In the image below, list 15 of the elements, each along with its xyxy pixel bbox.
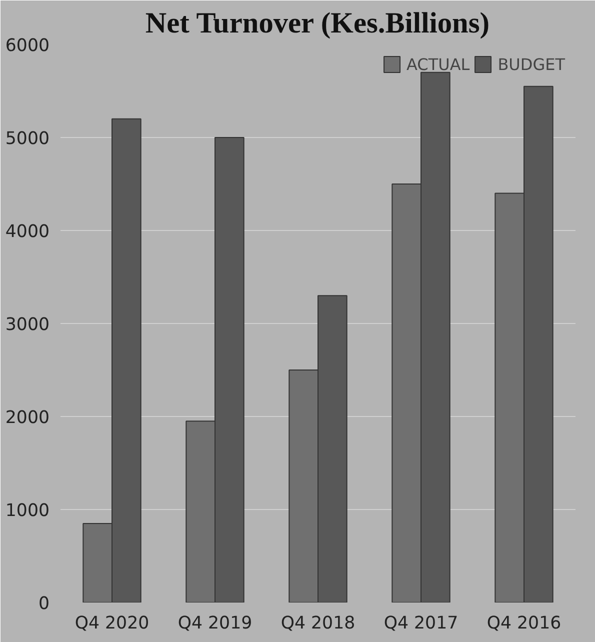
x-tick-label: Q4 2016 <box>486 614 562 634</box>
y-tick-label: 1000 <box>5 501 50 521</box>
legend-label: BUDGET <box>498 54 565 74</box>
y-tick-label: 5000 <box>5 129 50 149</box>
legend-label: ACTUAL <box>406 54 470 74</box>
y-tick-label: 3000 <box>5 315 50 335</box>
x-tick-label: Q4 2017 <box>384 614 458 634</box>
y-tick-label: 2000 <box>5 408 50 428</box>
x-tick-label: Q4 2019 <box>178 614 252 634</box>
x-tick-label: Q4 2018 <box>280 614 356 634</box>
y-tick-label: 6000 <box>5 36 50 56</box>
x-tick-label: Q4 2020 <box>74 614 150 634</box>
y-tick-label: 4000 <box>5 222 50 242</box>
chart-title: Net Turnover (Kes.Billions) <box>145 8 490 40</box>
y-tick-label: 0 <box>38 594 50 614</box>
